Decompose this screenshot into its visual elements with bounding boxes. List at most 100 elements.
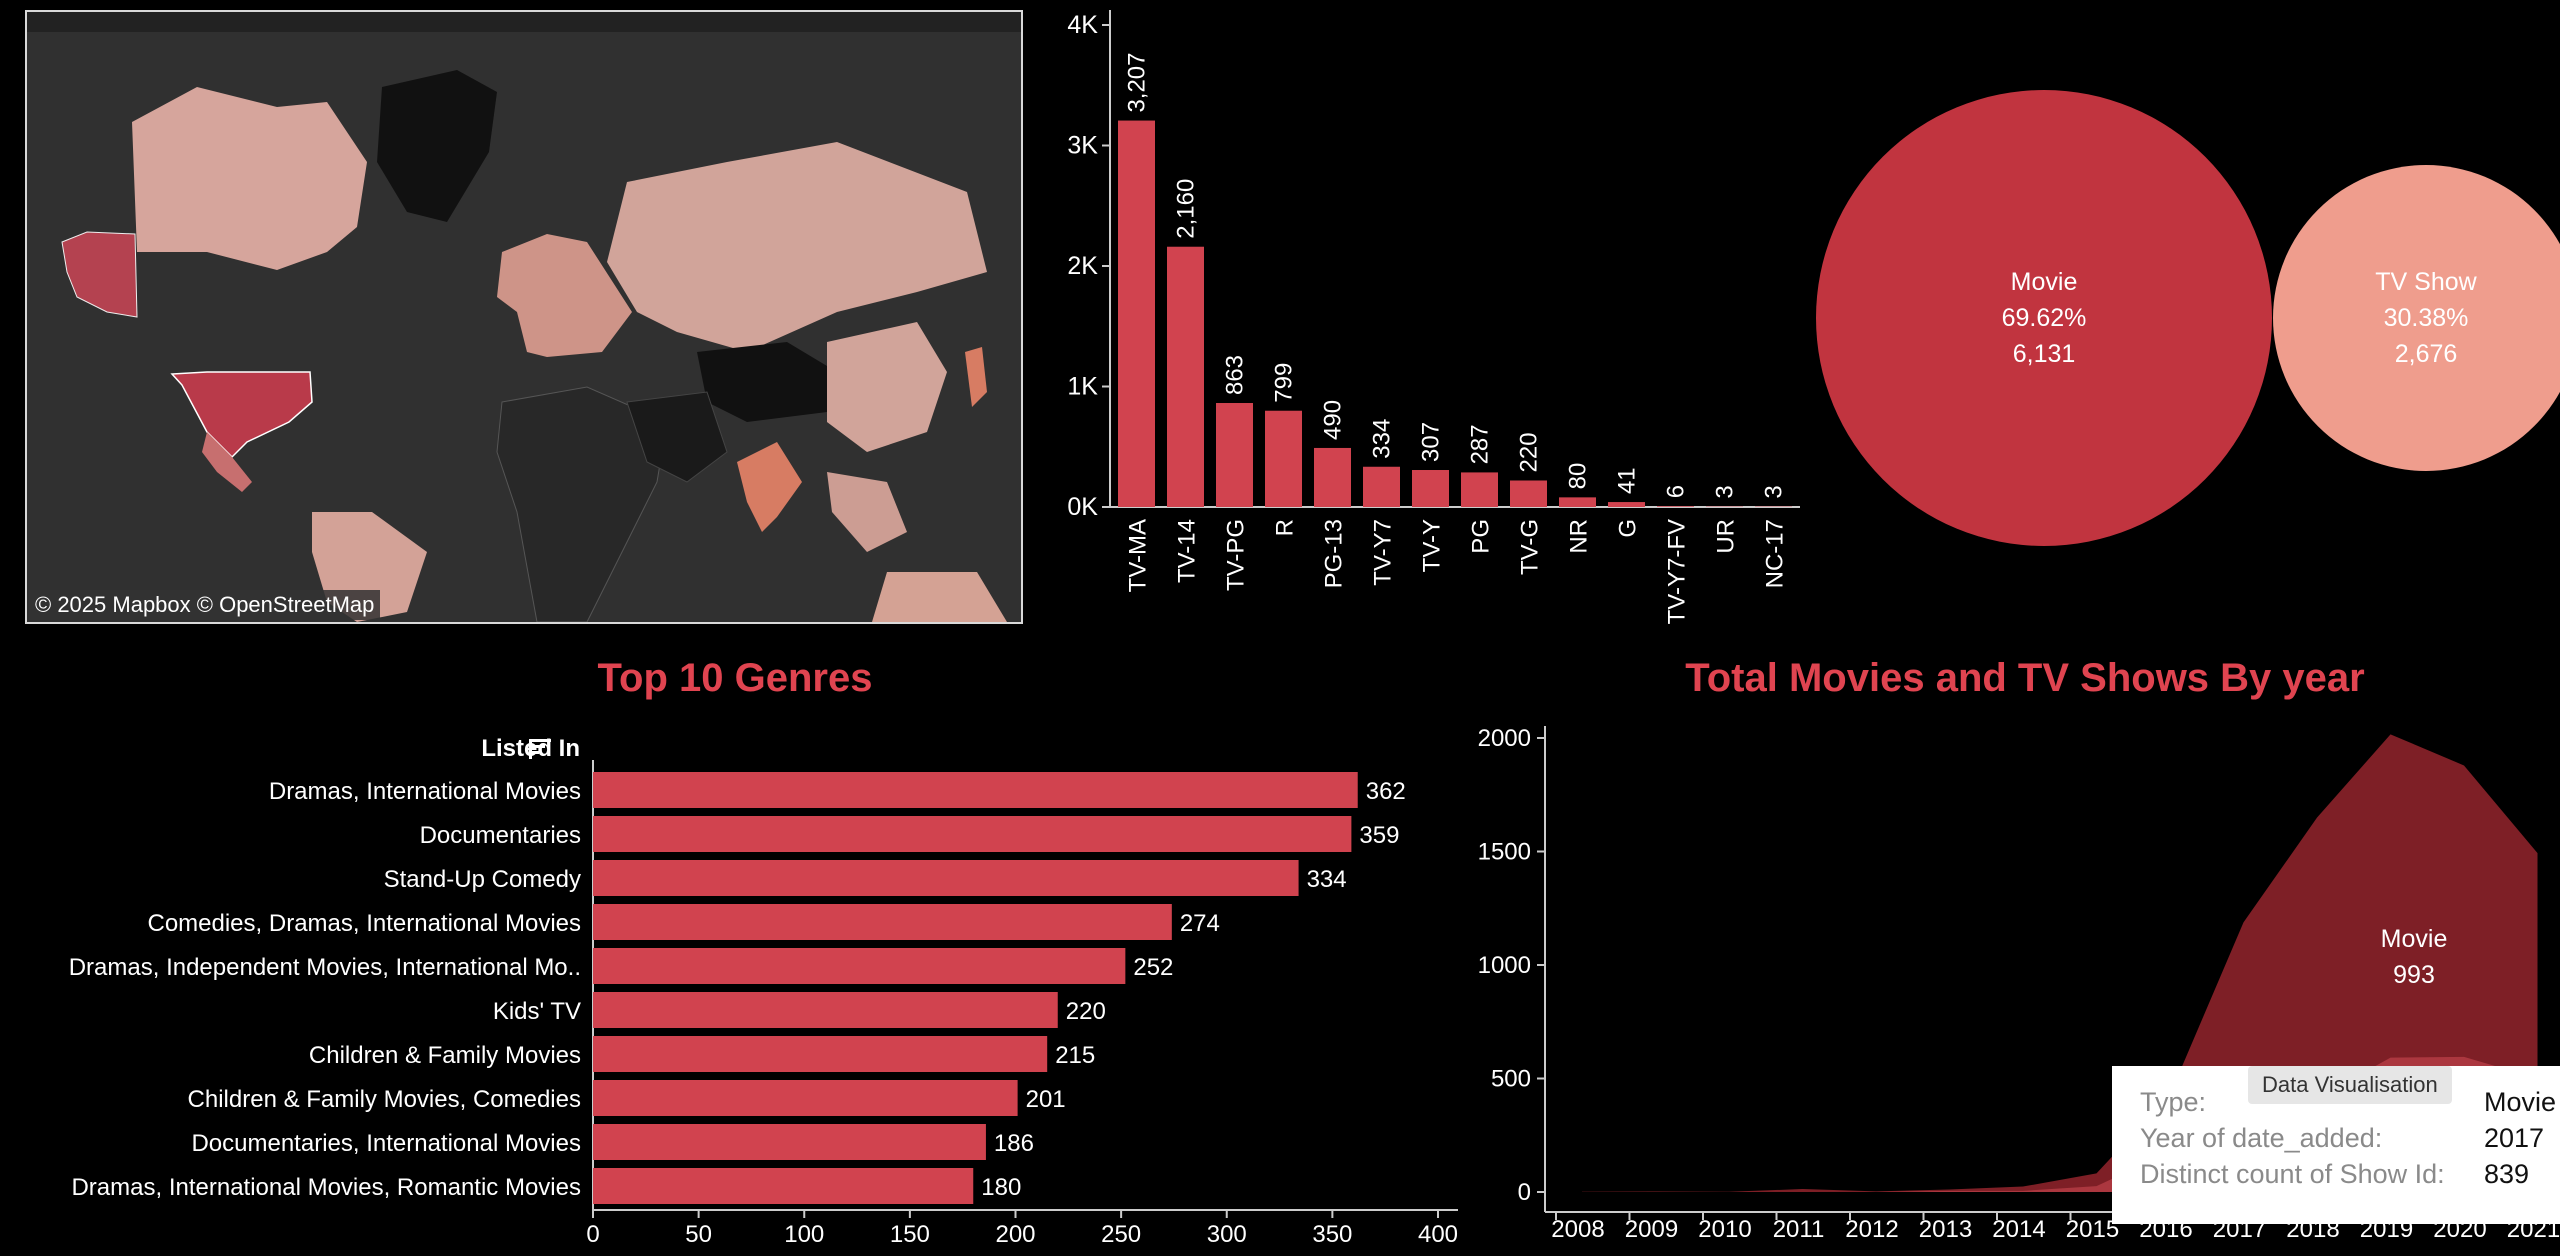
tooltip-key: Distinct count of Show Id: <box>2140 1159 2445 1189</box>
bubble-label: 69.62% <box>2002 304 2087 332</box>
genres-bar-chart[interactable]: 362 Dramas, International Movies 359 Docume… <box>0 760 1470 1256</box>
country-mexico[interactable] <box>202 432 252 492</box>
type-share-chart[interactable]: Movie 69.62% 6,131 TV Show 30.38% 2,676 <box>1800 80 2560 560</box>
data-label: 41 <box>1614 467 1641 494</box>
category-label: NR <box>1566 519 1593 554</box>
bar[interactable] <box>593 860 1299 896</box>
category-label[interactable]: Documentaries, International Movies <box>191 1130 581 1157</box>
bar[interactable] <box>1510 480 1547 507</box>
ratings-bar-chart[interactable]: 0K 1K 2K 3K 4K 3,207 TV-MA 2,160 TV-14 863 TV-PG 79… <box>1060 0 1820 630</box>
data-label: 362 <box>1366 778 1406 805</box>
y-tick-label: 500 <box>1491 1066 1531 1093</box>
world-map[interactable]: © 2025 Mapbox © OpenStreetMap <box>25 10 1023 624</box>
bar[interactable] <box>593 1080 1018 1116</box>
country-australia[interactable] <box>872 572 1007 622</box>
category-label[interactable]: Dramas, Independent Movies, Internationa… <box>69 954 581 981</box>
data-label: 186 <box>994 1130 1034 1157</box>
country-greenland[interactable] <box>377 70 497 222</box>
bar[interactable] <box>1363 466 1400 507</box>
country-alaska[interactable] <box>61 231 138 318</box>
category-label: NC-17 <box>1762 519 1789 588</box>
data-label: 490 <box>1320 400 1347 440</box>
category-label: TV-14 <box>1174 519 1201 583</box>
y-tick-label: 1500 <box>1478 839 1531 866</box>
region-europe[interactable] <box>497 234 632 357</box>
bar[interactable] <box>1265 410 1302 507</box>
category-label[interactable]: Kids' TV <box>493 998 581 1025</box>
genres-chart-title: Top 10 Genres <box>597 656 873 700</box>
bubble-movie[interactable] <box>1816 90 2272 546</box>
category-label[interactable]: Children & Family Movies, Comedies <box>188 1086 581 1113</box>
bar[interactable] <box>593 1036 1048 1072</box>
category-label: PG <box>1468 519 1495 554</box>
category-label[interactable]: Stand-Up Comedy <box>384 866 581 893</box>
bubble-tv-show[interactable] <box>2273 165 2560 471</box>
bar[interactable] <box>593 1124 986 1160</box>
bar[interactable] <box>1657 506 1694 507</box>
bar[interactable] <box>1118 120 1155 507</box>
year-chart-title: Total Movies and TV Shows By year <box>1685 656 2365 700</box>
bar[interactable] <box>1167 246 1204 507</box>
bar[interactable] <box>1412 470 1449 507</box>
region-central-asia[interactable] <box>697 342 837 422</box>
category-label: R <box>1272 519 1299 536</box>
data-label: 863 <box>1222 355 1249 395</box>
country-india[interactable] <box>737 442 802 532</box>
data-label: 274 <box>1180 910 1220 937</box>
map-canvas[interactable] <box>27 12 1021 622</box>
map-attribution[interactable]: © 2025 Mapbox © OpenStreetMap <box>29 590 381 620</box>
tooltip-row-type: Type: Movie <box>2140 1084 2560 1120</box>
region-southeast-asia[interactable] <box>827 472 907 552</box>
country-usa[interactable] <box>170 371 313 459</box>
category-label[interactable]: Comedies, Dramas, International Movies <box>147 910 581 937</box>
sort-icon[interactable] <box>527 735 553 761</box>
bar[interactable] <box>593 772 1358 808</box>
country-russia[interactable] <box>607 142 987 352</box>
y-tick-label: 1K <box>1067 373 1098 401</box>
x-tick-label: 0 <box>586 1221 599 1248</box>
x-tick-label: 100 <box>784 1221 824 1248</box>
bar[interactable] <box>1216 403 1253 507</box>
data-label: 799 <box>1271 363 1298 403</box>
data-label: 307 <box>1418 422 1445 462</box>
x-tick-label: 2009 <box>1625 1216 1678 1243</box>
bar[interactable] <box>593 992 1058 1028</box>
tooltip-value: 839 <box>2484 1159 2530 1189</box>
bar[interactable] <box>1608 502 1645 507</box>
data-label: 334 <box>1307 866 1347 893</box>
bubble-label: 2,676 <box>2395 340 2458 368</box>
category-label[interactable]: Children & Family Movies <box>309 1042 581 1069</box>
data-label: 220 <box>1516 432 1543 472</box>
x-tick-label: 2008 <box>1551 1216 1604 1243</box>
y-tick-label: 1000 <box>1478 952 1531 979</box>
category-label[interactable]: Documentaries <box>420 822 581 849</box>
bar[interactable] <box>1314 447 1351 507</box>
tooltip-row-count: Distinct count of Show Id: 839 <box>2140 1156 2560 1192</box>
data-label: 3 <box>1712 485 1739 498</box>
y-tick-label: 4K <box>1067 11 1098 39</box>
category-label[interactable]: Dramas, International Movies, Romantic M… <box>71 1174 581 1201</box>
category-label: PG-13 <box>1321 519 1348 588</box>
bar[interactable] <box>593 948 1126 984</box>
y-tick-label: 3K <box>1067 132 1098 160</box>
y-tick-label: 2000 <box>1478 725 1531 752</box>
country-japan[interactable] <box>965 347 987 407</box>
tooltip-value: Movie <box>2484 1087 2557 1117</box>
category-label: TV-Y <box>1419 519 1446 572</box>
bar[interactable] <box>593 816 1352 852</box>
data-label: 252 <box>1133 954 1173 981</box>
category-label[interactable]: Dramas, International Movies <box>269 778 581 805</box>
bar[interactable] <box>593 904 1172 940</box>
bar[interactable] <box>593 1168 974 1204</box>
category-label: TV-Y7-FV <box>1664 519 1691 624</box>
data-label: 334 <box>1369 419 1396 459</box>
country-china[interactable] <box>827 322 947 452</box>
region-middle-east[interactable] <box>626 391 728 483</box>
bar[interactable] <box>1461 472 1498 507</box>
bubble-label: 30.38% <box>2384 304 2469 332</box>
bar[interactable] <box>1559 497 1596 507</box>
country-canada[interactable] <box>132 87 367 270</box>
data-label: 180 <box>981 1174 1021 1201</box>
region-africa[interactable] <box>496 386 668 622</box>
category-label: TV-PG <box>1223 519 1250 591</box>
